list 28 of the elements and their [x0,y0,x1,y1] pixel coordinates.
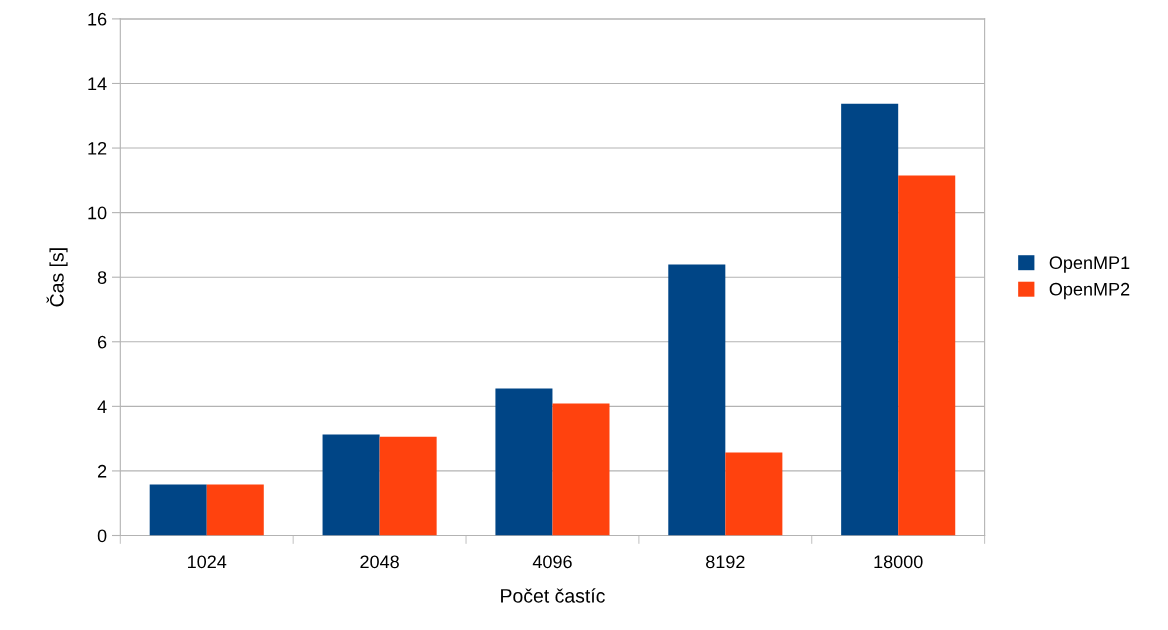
y-tick-label: 0 [97,529,107,543]
y-tick-label: 4 [97,400,107,413]
y-tick-label: 8 [97,271,107,284]
x-tick-label: 4096 [532,555,572,569]
bar [495,388,553,536]
y-axis-title: Čas [s] [46,248,68,307]
y-tick-label: 12 [88,141,107,155]
bar [668,264,726,536]
bar [898,175,956,536]
bar [552,403,610,536]
legend-label: OpenMP2 [1049,282,1130,300]
y-tick-label: 10 [88,206,107,220]
bar [725,452,783,536]
x-tick-label: 8192 [706,555,745,569]
bar [322,434,380,536]
bar [149,484,207,536]
bar [379,436,437,536]
x-tick-label: 2048 [360,555,399,569]
x-tick-label: 1024 [188,555,227,569]
y-tick-label: 2 [97,464,107,478]
x-axis-title: Počet častíc [501,588,605,603]
bar [841,103,899,536]
y-tick-label: 6 [97,335,107,349]
y-tick-label: 16 [88,12,107,26]
bar [206,484,264,536]
legend-label: OpenMP1 [1049,256,1130,273]
y-tick-label: 14 [88,77,107,91]
x-tick-label: 18000 [874,555,923,569]
